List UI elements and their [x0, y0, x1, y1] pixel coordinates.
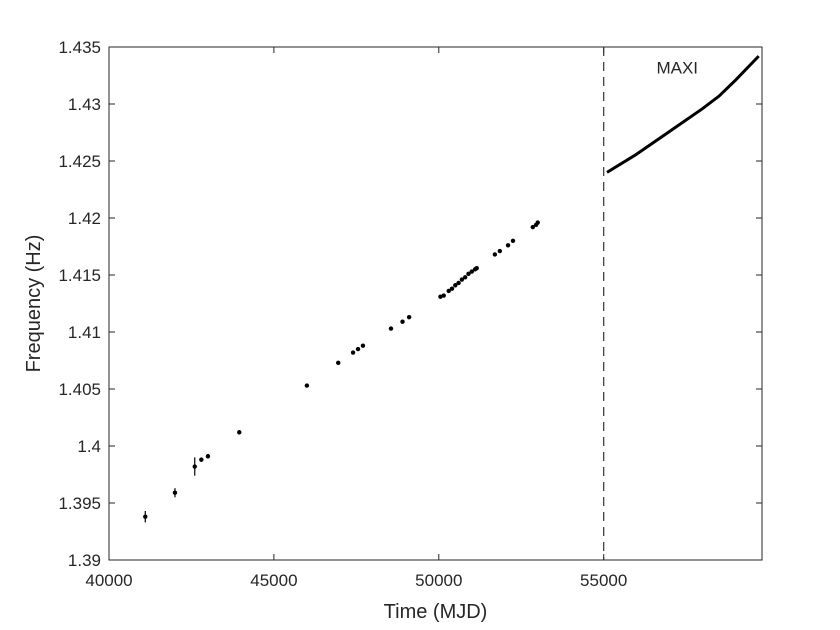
y-tick-label: 1.405 — [58, 380, 101, 399]
data-point — [459, 277, 465, 282]
data-point — [192, 464, 197, 469]
data-point — [237, 430, 242, 435]
x-tick-label: 45000 — [250, 571, 297, 590]
data-point — [441, 293, 446, 298]
data-point — [497, 248, 503, 254]
data-point — [406, 314, 412, 320]
x-axis-label: Time (MJD) — [384, 601, 488, 623]
data-point — [505, 243, 511, 248]
y-axis: 1.39 1.395 1.4 1.405 1.41 1.415 1.42 1.425 1.43 1… — [58, 38, 762, 570]
data-point — [446, 288, 451, 294]
data-point — [350, 350, 356, 355]
data-point — [449, 286, 455, 291]
data-point — [172, 490, 178, 495]
data-point — [388, 326, 394, 331]
data-point — [530, 224, 535, 230]
data-point — [535, 220, 540, 225]
data-point — [400, 319, 405, 324]
plot-frame — [108, 46, 763, 561]
data-points — [143, 220, 540, 523]
y-tick-label: 1.425 — [58, 152, 101, 171]
maxi-series-line — [606, 55, 760, 174]
data-point — [456, 280, 461, 286]
data-point — [199, 457, 204, 462]
y-axis-label: Frequency (Hz) — [23, 235, 45, 373]
y-tick-label: 1.43 — [68, 95, 101, 114]
data-point — [453, 283, 458, 288]
data-point — [474, 265, 479, 271]
data-point — [205, 454, 211, 459]
data-point — [143, 514, 148, 519]
y-tick-label: 1.4 — [77, 437, 101, 456]
x-tick-label: 55000 — [580, 571, 627, 590]
x-tick-label: 40000 — [85, 571, 132, 590]
data-point — [510, 238, 516, 243]
data-point — [336, 360, 341, 365]
data-point — [355, 346, 361, 352]
annotations: MAXI — [656, 59, 698, 78]
y-tick-label: 1.395 — [58, 494, 101, 513]
data-point — [492, 252, 498, 257]
data-point — [466, 271, 471, 277]
y-tick-label: 1.39 — [68, 551, 101, 570]
data-point — [469, 269, 474, 274]
y-tick-label: 1.415 — [58, 266, 101, 285]
annotation-label: MAXI — [656, 59, 698, 78]
data-point — [462, 275, 468, 280]
y-tick-label: 1.42 — [68, 209, 101, 228]
x-tick-label: 50000 — [415, 571, 462, 590]
data-point — [304, 383, 310, 388]
y-tick-label: 1.41 — [68, 323, 101, 342]
data-point — [360, 343, 366, 348]
y-tick-label: 1.435 — [58, 38, 101, 57]
